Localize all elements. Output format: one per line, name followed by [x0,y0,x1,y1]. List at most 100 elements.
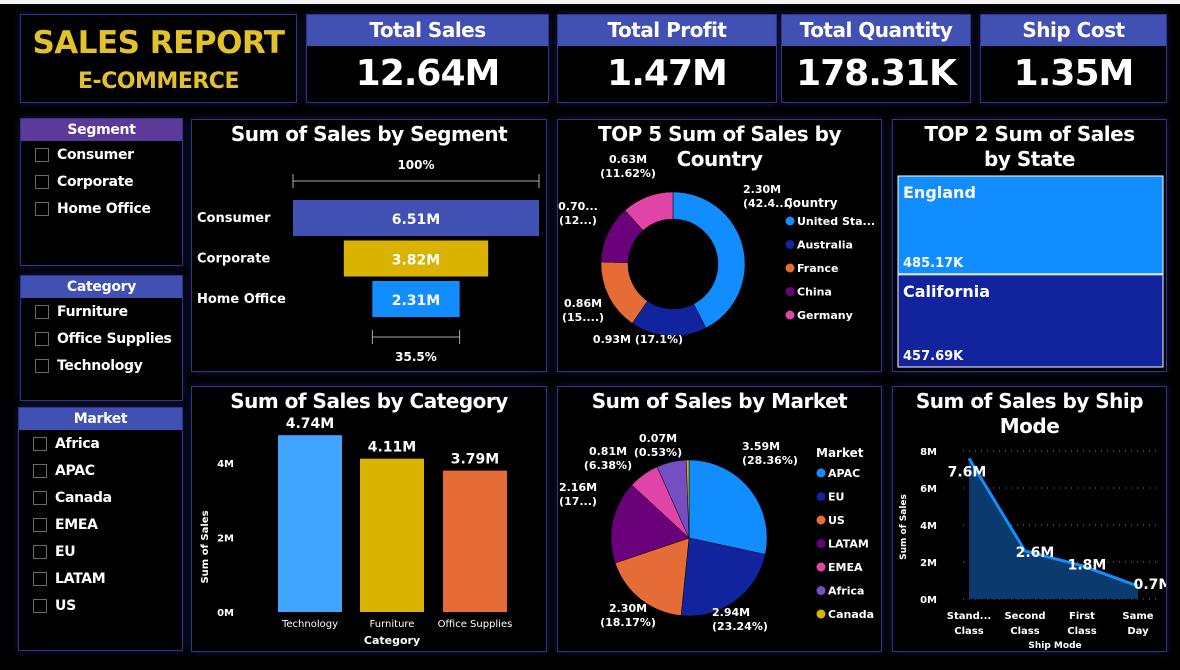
pie-data-label: 2.30M [609,602,647,615]
kpi-value: 12.64M [355,53,501,94]
pie-data-label: 3.59M [742,440,780,453]
legend-item-label: EU [828,491,844,504]
checkbox[interactable] [33,571,47,586]
category-slicer: Category Furniture Office Supplies Technol… [20,275,183,401]
pie-data-label: (18.17%) [600,616,656,629]
kpi-total-profit: Total Profit 1.47M [557,14,777,103]
donut-data-label: (15....) [562,311,604,324]
y-tick-label: 0M [920,595,937,606]
donut-data-label: 0.86M [564,297,602,310]
chart-title: Sum of Sales by Category [230,389,508,413]
slicer-item-furniture[interactable]: Furniture [21,298,182,325]
kpi-total-sales: Total Sales 12.64M [306,14,549,103]
bar-value-label: 3.79M [451,452,499,468]
state-treemap-panel: TOP 2 Sum of Sales by State England 485.1… [892,119,1167,372]
slicer-item-apac[interactable]: APAC [19,457,182,484]
donut-data-label: 2.30M [743,183,781,196]
x-tick-label: Class [1067,626,1096,637]
checkbox[interactable] [35,358,49,373]
donut-data-label: (11.62%) [600,167,656,180]
slicer-item-label: EU [55,543,76,560]
donut-data-label: 0.63M [609,153,647,166]
y-axis-title: Sum of Sales [200,510,211,583]
pie-data-label: 0.07M [639,432,677,445]
bar-value-label: 4.11M [368,440,416,456]
shipmode-area-chart: 0M 2M 4M 6M 8M Sum of Sales 7.6M Stand... Class 2… [899,447,1166,651]
checkbox[interactable] [33,544,47,559]
pie-data-label: (28.36%) [742,454,798,467]
kpi-value: 1.35M [1013,53,1135,94]
data-label: 2.6M [1016,545,1055,561]
data-label: 1.8M [1068,558,1107,574]
slicer-header: Market [19,408,182,430]
slicer-item-us[interactable]: US [19,592,182,619]
legend-item-label: APAC [828,467,860,480]
slicer-item-latam[interactable]: LATAM [19,565,182,592]
legend-marker [785,287,795,296]
checkbox[interactable] [33,598,47,613]
checkbox[interactable] [35,331,49,346]
legend-marker [785,216,795,226]
slicer-item-office-supplies[interactable]: Office Supplies [21,325,182,352]
slicer-item-emea[interactable]: EMEA [19,511,182,538]
checkbox[interactable] [33,436,47,451]
x-tick-label: Stand... [947,611,991,622]
checkbox[interactable] [35,174,49,189]
slicer-item-africa[interactable]: Africa [19,430,182,457]
slicer-item-label: Office Supplies [57,330,172,347]
x-tick-label: Office Supplies [438,619,513,630]
y-tick-label: 6M [920,484,937,495]
pie-data-label: 0.81M [589,445,627,458]
slicer-item-label: LATAM [55,570,106,587]
market-slicer: Market Africa APAC Canada EMEA EU LATAM US [18,407,183,651]
slicer-header: Category [21,276,182,298]
treemap-tile-label: England [903,183,976,202]
legend-marker [816,539,826,548]
x-tick-label: Class [1010,626,1039,637]
legend-item-label: Australia [797,239,853,252]
state-treemap-chart: England 485.17K California 457.69K [897,175,1164,368]
kpi-ship-cost: Ship Cost 1.35M [980,14,1167,103]
x-axis-title: Ship Mode [1028,641,1081,651]
data-label: 0.7M [1134,577,1166,593]
pie-data-label: (17...) [559,495,597,508]
checkbox[interactable] [35,201,49,216]
legend-item-label: China [797,286,832,299]
market-pie-panel: Sum of Sales by Market 3.59M (28.36%) 2.94… [557,386,882,652]
pie-data-label: 2.16M [559,481,597,494]
checkbox[interactable] [33,490,47,505]
kpi-label: Total Quantity [782,15,970,46]
kpi-label: Total Sales [307,15,548,46]
y-axis-title: Sum of Sales [899,494,909,560]
x-axis-title: Category [364,634,420,647]
donut-data-label: 0.93M (17.1%) [593,333,683,346]
category-bar-chart: 0M 2M 4M Sum of Sales 4.74M Technology 4.11M Fu… [200,416,513,647]
slicer-item-home-office[interactable]: Home Office [21,195,182,222]
kpi-label: Total Profit [558,15,776,46]
checkbox[interactable] [35,147,49,162]
kpi-value: 1.47M [607,53,728,94]
treemap-tile-value: 485.17K [903,256,964,271]
slicer-item-canada[interactable]: Canada [19,484,182,511]
segment-funnel-chart: 100% 6.51M Consumer 3.82M Corporate 2.31M Home… [197,158,540,364]
y-tick-label: 4M [920,521,937,532]
legend-marker [816,468,826,478]
x-tick-label: Second [1004,611,1045,622]
legend-item-label: US [828,514,845,527]
slicer-item-eu[interactable]: EU [19,538,182,565]
legend-marker [816,562,826,572]
legend-marker [785,240,795,249]
y-tick-label: 0M [217,608,234,619]
slicer-item-corporate[interactable]: Corporate [21,168,182,195]
pie-data-label: (6.38%) [584,459,632,472]
checkbox[interactable] [33,517,47,532]
checkbox[interactable] [35,304,49,319]
checkbox[interactable] [33,463,47,478]
slicer-item-consumer[interactable]: Consumer [21,141,182,168]
slicer-item-label: EMEA [55,516,98,533]
treemap-tile-label: California [903,282,990,301]
pie-data-label: 2.94M [712,606,750,619]
x-tick-label: Class [954,626,983,637]
slicer-item-label: Furniture [57,303,128,320]
slicer-item-technology[interactable]: Technology [21,352,182,379]
